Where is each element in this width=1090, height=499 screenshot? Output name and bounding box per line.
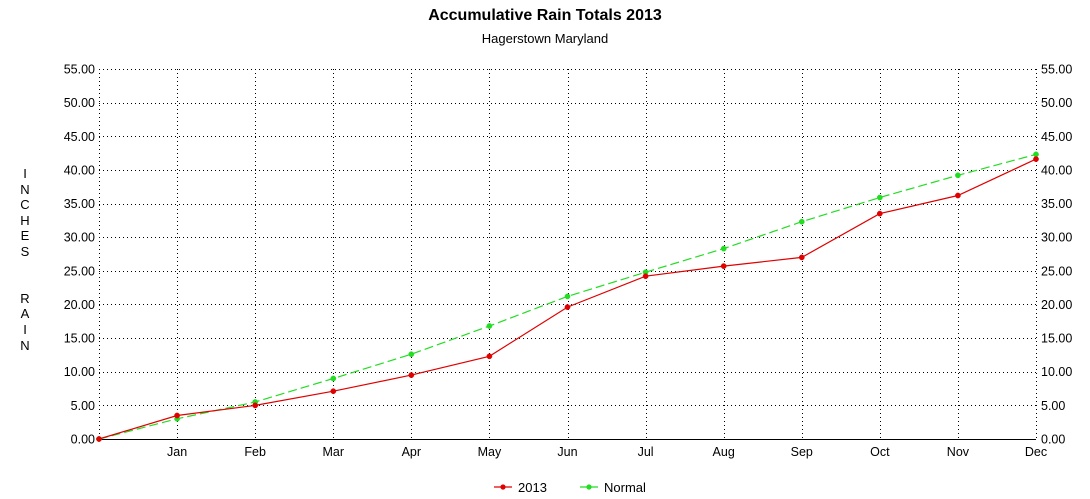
y-tick-label-right: 45.00 <box>1041 130 1072 144</box>
legend-swatch <box>580 484 598 490</box>
data-point-2013 <box>798 254 805 261</box>
data-point-normal <box>408 351 415 358</box>
x-tick-label: Oct <box>870 445 890 459</box>
y-tick-label-left: 50.00 <box>64 96 95 110</box>
data-point-2013 <box>330 388 337 395</box>
data-point-2013 <box>876 210 883 217</box>
x-tick-label: Feb <box>244 445 266 459</box>
y-axis-label: I N C H E S R A I N <box>20 166 30 353</box>
data-point-normal <box>955 172 961 179</box>
x-tick-label: Dec <box>1025 445 1047 459</box>
y-tick-label-left: 45.00 <box>64 130 95 144</box>
y-tick-label-left: 25.00 <box>64 264 95 278</box>
x-tick-label: Jun <box>557 445 577 459</box>
y-tick-label-right: 40.00 <box>1041 163 1072 177</box>
y-tick-label-left: 55.00 <box>64 63 95 77</box>
x-tick-label: Sep <box>791 445 813 459</box>
y-tick-label-left: 35.00 <box>64 197 95 211</box>
y-tick-label-left: 20.00 <box>64 298 95 312</box>
data-point-normal <box>720 245 727 252</box>
legend-swatch-marker <box>586 484 592 490</box>
data-point-2013 <box>720 263 727 269</box>
data-point-normal <box>1033 151 1039 158</box>
data-point-normal <box>798 218 805 225</box>
legend-swatch-marker <box>500 484 506 490</box>
x-tick-label: Jan <box>167 445 187 459</box>
y-tick-label-right: 20.00 <box>1041 298 1072 312</box>
y-tick-label-right: 10.00 <box>1041 365 1072 379</box>
data-point-2013 <box>174 412 180 419</box>
data-point-2013 <box>642 273 649 280</box>
legend-item-normal: Normal <box>580 477 646 497</box>
y-tick-label-right: 50.00 <box>1041 96 1072 110</box>
y-tick-label-left: 15.00 <box>64 332 95 346</box>
data-point-normal <box>876 194 883 201</box>
data-point-2013 <box>252 402 259 409</box>
legend-swatch <box>494 484 512 490</box>
data-point-2013 <box>1033 156 1039 162</box>
y-tick-label-left: 30.00 <box>64 231 95 245</box>
chart-subtitle: Hagerstown Maryland <box>481 31 609 46</box>
data-point-normal <box>564 293 571 300</box>
legend-label: 2013 <box>518 479 547 495</box>
y-tick-label-right: 0.00 <box>1041 433 1065 447</box>
y-tick-label-left: 0.00 <box>71 433 95 447</box>
legend-label: Normal <box>604 479 646 495</box>
data-point-2013 <box>564 304 571 310</box>
y-tick-label-left: 40.00 <box>64 163 95 177</box>
data-point-2013 <box>96 436 102 442</box>
chart-title: Accumulative Rain Totals 2013 <box>428 7 662 24</box>
x-tick-label: Mar <box>322 445 344 459</box>
x-tick-label: Apr <box>402 445 421 459</box>
x-tick-label: Nov <box>947 445 970 459</box>
data-point-2013 <box>486 353 493 360</box>
x-tick-label: Jul <box>638 445 654 459</box>
data-point-2013 <box>408 372 415 378</box>
y-tick-label-right: 35.00 <box>1041 197 1072 211</box>
y-tick-label-right: 55.00 <box>1041 63 1072 77</box>
legend: 2013 Normal <box>0 477 1090 497</box>
x-tick-label: Aug <box>713 445 735 459</box>
y-tick-label-right: 15.00 <box>1041 332 1072 346</box>
data-point-normal <box>486 323 493 329</box>
x-tick-label: May <box>478 445 502 459</box>
y-tick-label-right: 30.00 <box>1041 231 1072 245</box>
data-point-normal <box>330 375 337 382</box>
y-tick-label-right: 25.00 <box>1041 264 1072 278</box>
data-point-2013 <box>955 192 961 199</box>
y-tick-label-right: 5.00 <box>1041 399 1065 413</box>
y-tick-label-left: 10.00 <box>64 365 95 379</box>
y-tick-label-left: 5.00 <box>71 399 95 413</box>
legend-item-2013: 2013 <box>494 477 547 497</box>
